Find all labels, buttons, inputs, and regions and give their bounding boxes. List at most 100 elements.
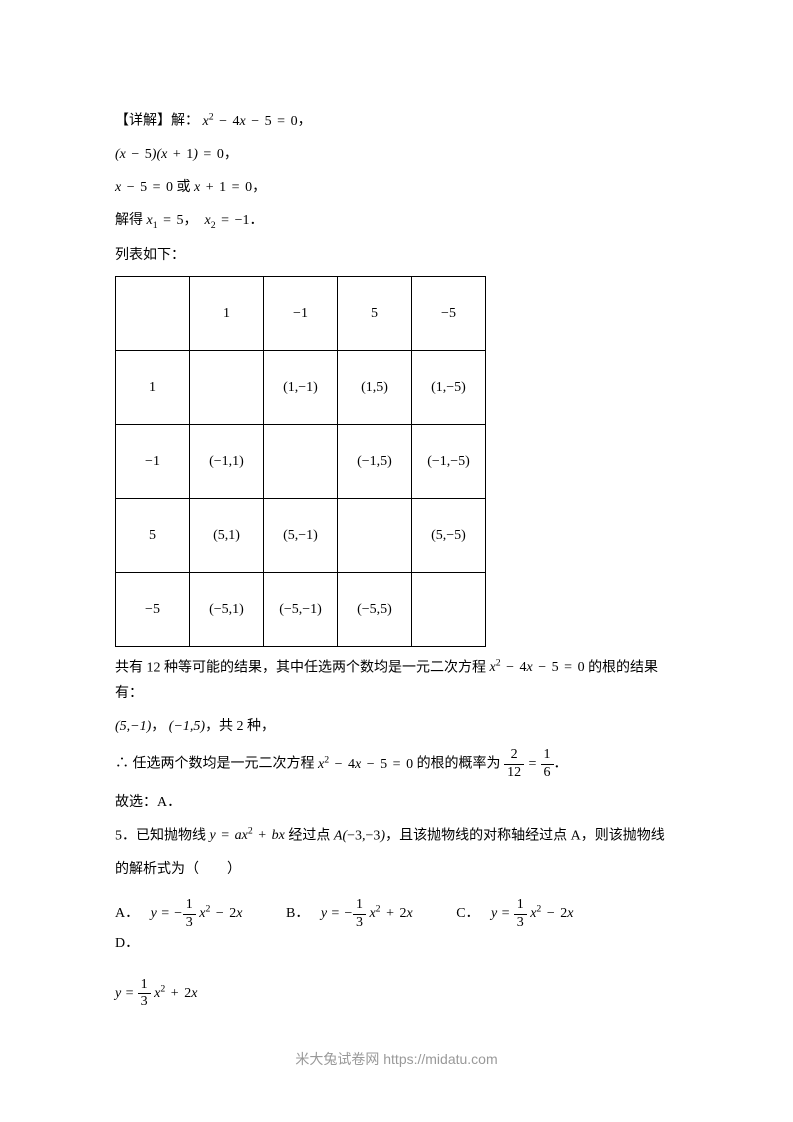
table-cell: (−5,5) — [338, 572, 412, 646]
table-cell: (−1,1) — [190, 424, 264, 498]
option-label: B． — [286, 906, 309, 921]
fraction: 13 — [514, 897, 527, 932]
fraction: 13 — [138, 977, 151, 1012]
outcome-table: 1 −1 5 −5 1 (1,−1) (1,5) (1,−5) −1 (−1,1… — [115, 276, 486, 647]
mid: 的根的概率为 — [413, 757, 504, 772]
x2: x2 = −1 — [205, 213, 250, 228]
suffix: ， — [224, 147, 238, 162]
table-row: 1 (1,−1) (1,5) (1,−5) — [116, 350, 486, 424]
table-cell: 1 — [190, 276, 264, 350]
table-cell: −1 — [116, 424, 190, 498]
denominator: 3 — [514, 915, 527, 932]
table-cell: (−1,−5) — [412, 424, 486, 498]
table-row: −5 (−5,1) (−5,−1) (−5,5) — [116, 572, 486, 646]
equation: y = ax2 + bx — [210, 828, 285, 843]
table-cell: (−5,1) — [190, 572, 264, 646]
table-cell: −5 — [116, 572, 190, 646]
denominator: 12 — [504, 765, 524, 782]
sep: ， — [184, 213, 191, 228]
equation-a: x − 5 = 0 — [115, 180, 173, 195]
text: 共有 12 种等可能的结果，其中任选两个数均是一元二次方程 — [115, 660, 490, 675]
question-5-line-2: 的解析式为（ ） — [115, 857, 678, 882]
x1: x1 = 5 — [147, 213, 184, 228]
solution-line-1: 【详解】解： x2 − 4x − 5 = 0， — [115, 108, 678, 134]
table-cell: (−1,5) — [338, 424, 412, 498]
fraction-2: 16 — [541, 747, 554, 782]
conclusion: 故选：A． — [115, 790, 678, 815]
table-cell: −1 — [264, 276, 338, 350]
table-cell: (5,−5) — [412, 498, 486, 572]
table-row: −1 (−1,1) (−1,5) (−1,−5) — [116, 424, 486, 498]
post: x2 + 2x — [366, 906, 413, 921]
mid2: ，且该抛物线的对称轴经过点 A，则该抛物线 — [385, 828, 665, 843]
prefix: ∴ 任选两个数均是一元二次方程 — [115, 757, 318, 772]
pair-2: (−1,5) — [169, 719, 205, 734]
pair-1: (5,−1) — [115, 719, 151, 734]
table-cell: (−5,−1) — [264, 572, 338, 646]
page-footer: 米大兔试卷网 https://midatu.com — [0, 1047, 793, 1072]
pre: y = − — [321, 906, 353, 921]
expr: y = −13 x2 − 2x — [151, 906, 243, 921]
post: x2 − 2x — [527, 906, 574, 921]
sep: ， — [151, 719, 165, 734]
fraction: 13 — [353, 897, 366, 932]
after-table-line-1: 共有 12 种等可能的结果，其中任选两个数均是一元二次方程 x2 − 4x − … — [115, 655, 678, 706]
option-label: C． — [456, 906, 479, 921]
option-label: A． — [115, 906, 139, 921]
denominator: 3 — [138, 994, 151, 1011]
question-5-line-1: 5．已知抛物线 y = ax2 + bx 经过点 A(−3,−3)，且该抛物线的… — [115, 823, 678, 849]
table-cell: 5 — [338, 276, 412, 350]
probability-line: ∴ 任选两个数均是一元二次方程 x2 − 4x − 5 = 0 的根的概率为 2… — [115, 747, 678, 782]
post: x2 − 2x — [196, 906, 243, 921]
table-cell — [190, 350, 264, 424]
solution-line-4: 解得 x1 = 5， x2 = −1． — [115, 208, 678, 234]
suffix: ． — [554, 757, 568, 772]
mid1: 经过点 — [285, 828, 334, 843]
equation: x2 − 4x − 5 = 0 — [318, 757, 413, 772]
after-table-line-2: (5,−1)， (−1,5)，共 2 种， — [115, 714, 678, 739]
suffix: ， — [298, 114, 312, 129]
table-cell — [338, 498, 412, 572]
solution-line-2: (x − 5)(x + 1) = 0， — [115, 142, 678, 167]
post: x2 + 2x — [151, 986, 198, 1001]
option-d-label: D． — [115, 931, 147, 956]
table-row: 5 (5,1) (5,−1) (5,−5) — [116, 498, 486, 572]
denominator: 6 — [541, 765, 554, 782]
text-prefix: 【详解】解： — [115, 114, 199, 129]
table-cell: (5,−1) — [264, 498, 338, 572]
equation: (x − 5)(x + 1) = 0 — [115, 147, 224, 162]
option-a: A． y = −13 x2 − 2x — [115, 897, 242, 932]
table-cell — [116, 276, 190, 350]
numerator: 1 — [183, 897, 196, 915]
table-cell — [264, 424, 338, 498]
table-row: 1 −1 5 −5 — [116, 276, 486, 350]
table-cell: 5 — [116, 498, 190, 572]
mid-text: 或 — [173, 180, 194, 195]
option-b: B． y = −13 x2 + 2x — [286, 897, 413, 932]
suffix: ， — [252, 180, 266, 195]
denominator: 3 — [183, 915, 196, 932]
expr: y = 13 x2 − 2x — [491, 906, 573, 921]
table-intro: 列表如下： — [115, 243, 678, 268]
expr: y = −13 x2 + 2x — [321, 906, 413, 921]
table-cell: (1,−1) — [264, 350, 338, 424]
table-cell — [412, 572, 486, 646]
table-cell: (1,−5) — [412, 350, 486, 424]
prefix: 5．已知抛物线 — [115, 828, 210, 843]
numerator: 1 — [353, 897, 366, 915]
equation-b: x + 1 = 0 — [194, 180, 252, 195]
table-cell: (1,5) — [338, 350, 412, 424]
pre: y = − — [151, 906, 183, 921]
table-cell: 1 — [116, 350, 190, 424]
numerator: 1 — [138, 977, 151, 995]
table-cell: −5 — [412, 276, 486, 350]
numerator: 1 — [514, 897, 527, 915]
numerator: 1 — [541, 747, 554, 765]
option-label: D． — [115, 936, 139, 951]
fraction: 13 — [183, 897, 196, 932]
pre: y = — [115, 986, 138, 1001]
table-cell: (5,1) — [190, 498, 264, 572]
equation: x2 − 4x − 5 = 0 — [203, 114, 298, 129]
option-d-expr: y = 13 x2 + 2x — [115, 977, 678, 1012]
expr: y = 13 x2 + 2x — [115, 986, 197, 1001]
